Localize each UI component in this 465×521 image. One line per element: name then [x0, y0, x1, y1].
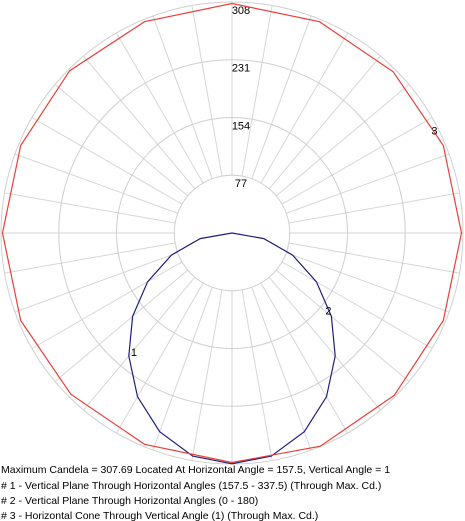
spoke [268, 55, 381, 190]
spoke [4, 242, 176, 274]
series-line [128, 232, 233, 465]
spoke [251, 287, 312, 451]
spoke [4, 192, 176, 224]
spoke [31, 261, 183, 349]
spoke [191, 289, 223, 461]
spoke [286, 252, 450, 313]
spoke [288, 192, 460, 224]
spoke [275, 269, 410, 382]
spoke [54, 84, 189, 197]
spoke [286, 153, 450, 214]
legend-entry: # 3 - Horizontal Cone Through Vertical A… [1, 510, 318, 521]
spoke [116, 32, 204, 184]
spoke [275, 84, 410, 197]
series-line [231, 232, 336, 465]
spoke [241, 5, 273, 177]
spoke [268, 276, 381, 411]
spoke [241, 289, 273, 461]
series-line [1, 2, 463, 464]
series-label: 3 [431, 125, 437, 137]
r-tick-label: 154 [232, 120, 250, 132]
summary: Maximum Candela = 307.69 Located At Hori… [1, 464, 390, 476]
legend-entry: # 1 - Vertical Plane Through Horizontal … [1, 480, 381, 492]
r-tick-label: 77 [235, 178, 247, 190]
spoke [251, 15, 312, 179]
grid-ring [0, 1, 464, 465]
spoke [152, 15, 213, 179]
spoke [14, 153, 178, 214]
grid-ring [58, 59, 406, 407]
spoke [191, 5, 223, 177]
grid-ring [116, 117, 348, 349]
spoke [260, 32, 348, 184]
spoke [14, 252, 178, 313]
grid-ring [173, 174, 291, 292]
spoke [83, 55, 196, 190]
spoke [54, 269, 189, 382]
spoke [116, 282, 204, 434]
spoke [31, 117, 183, 205]
series-label: 2 [325, 305, 331, 317]
spoke [281, 117, 433, 205]
legend-entry: # 2 - Vertical Plane Through Horizontal … [1, 495, 258, 507]
r-tick-label: 231 [232, 63, 250, 75]
r-tick-label: 308 [232, 5, 250, 17]
spoke [288, 242, 460, 274]
spoke [83, 276, 196, 411]
series-label: 1 [131, 347, 137, 359]
spoke [281, 261, 433, 349]
spoke [260, 282, 348, 434]
spoke [152, 287, 213, 451]
